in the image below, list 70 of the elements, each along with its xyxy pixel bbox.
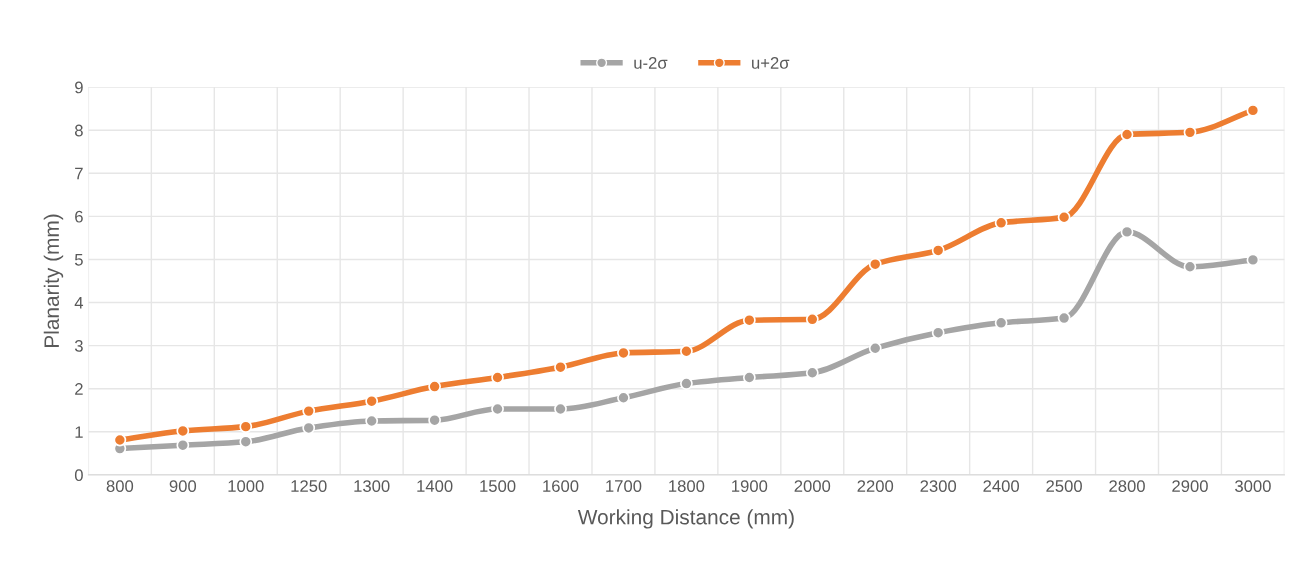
point xyxy=(365,394,379,408)
x-tick-label: 2800 xyxy=(1109,480,1145,492)
legend-label: u+2σ xyxy=(752,57,790,69)
point xyxy=(1120,128,1134,141)
x-tick-label: 1400 xyxy=(417,480,453,492)
y-tick-label: 2 xyxy=(75,383,83,395)
x-tick-label: 1000 xyxy=(228,480,264,492)
point xyxy=(931,244,945,257)
point xyxy=(302,421,316,435)
x-tick-label: 2200 xyxy=(857,480,894,492)
y-tick-label: 8 xyxy=(74,124,83,137)
point xyxy=(868,257,882,271)
y-tick-label: 1 xyxy=(75,426,83,438)
legend-label: u-2σ xyxy=(634,57,668,69)
y-tick-label: 5 xyxy=(74,254,83,266)
point xyxy=(742,313,756,327)
point xyxy=(491,402,504,416)
point xyxy=(1057,311,1071,325)
point xyxy=(1183,260,1197,274)
y-tick-label: 4 xyxy=(74,297,84,309)
y-tick-label: 7 xyxy=(75,167,83,180)
x-tick-label: 1250 xyxy=(291,480,327,492)
point xyxy=(1246,253,1260,267)
x-tick-label: 800 xyxy=(106,480,134,492)
point xyxy=(805,312,819,326)
point xyxy=(491,371,504,384)
x-tick-label: 1300 xyxy=(354,480,390,492)
x-tick-label: 1700 xyxy=(606,480,642,492)
x-tick-label: 2900 xyxy=(1172,480,1208,492)
x-tick-label: 900 xyxy=(169,480,197,492)
point xyxy=(554,360,567,374)
x-tick-label: 1600 xyxy=(543,480,579,492)
point xyxy=(302,404,316,418)
point xyxy=(680,377,693,390)
point xyxy=(805,366,819,380)
point xyxy=(113,433,127,447)
x-tick-label: 2300 xyxy=(920,480,957,492)
x-axis-title: Working Distance (mm) xyxy=(577,509,794,529)
y-tick-label: 6 xyxy=(75,210,83,223)
x-tick-label: 3000 xyxy=(1235,480,1271,492)
x-tick-label: 2000 xyxy=(794,480,831,492)
point xyxy=(428,413,442,427)
point xyxy=(428,380,442,393)
point xyxy=(239,420,253,434)
point xyxy=(617,391,630,405)
point xyxy=(176,424,190,438)
x-tick-label: 2500 xyxy=(1046,480,1082,492)
point xyxy=(1057,210,1071,224)
point xyxy=(868,341,882,355)
point xyxy=(1246,103,1260,117)
point xyxy=(994,216,1008,230)
y-tick-label: 9 xyxy=(75,81,83,94)
y-tick-label: 0 xyxy=(74,469,83,482)
point xyxy=(176,438,190,452)
point xyxy=(994,316,1008,330)
point xyxy=(1120,225,1134,239)
point xyxy=(680,344,693,358)
point xyxy=(931,326,945,340)
point xyxy=(365,414,379,428)
y-axis-title: Planarity (mm) xyxy=(43,214,64,347)
point xyxy=(742,371,756,384)
x-tick-label: 1800 xyxy=(669,480,705,492)
x-tick-label: 1900 xyxy=(732,480,768,492)
point xyxy=(617,346,630,360)
point xyxy=(554,402,567,416)
x-tick-label: 1500 xyxy=(480,480,516,492)
point xyxy=(1183,125,1197,139)
y-tick-label: 3 xyxy=(74,340,83,352)
x-tick-label: 2400 xyxy=(983,480,1020,492)
point xyxy=(239,435,253,449)
